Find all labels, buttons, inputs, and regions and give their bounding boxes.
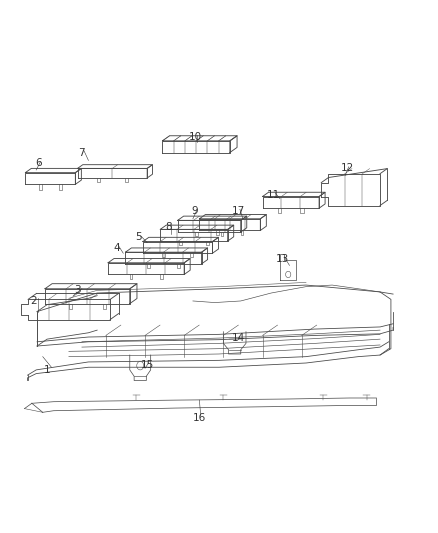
Text: 12: 12: [341, 164, 354, 173]
Text: 17: 17: [232, 206, 245, 216]
Text: 7: 7: [78, 148, 85, 158]
Text: 16: 16: [193, 413, 206, 423]
Text: 15: 15: [141, 360, 154, 369]
Text: 8: 8: [166, 222, 172, 232]
Text: 11: 11: [267, 190, 280, 200]
Text: 2: 2: [31, 296, 37, 306]
Text: 9: 9: [192, 206, 198, 216]
Text: 14: 14: [232, 333, 245, 343]
Text: 4: 4: [113, 243, 120, 253]
Text: 3: 3: [74, 285, 81, 295]
Text: 1: 1: [44, 365, 50, 375]
Text: 10: 10: [188, 132, 201, 142]
Text: 5: 5: [135, 232, 142, 243]
Text: 13: 13: [276, 254, 289, 263]
Text: 6: 6: [35, 158, 42, 168]
